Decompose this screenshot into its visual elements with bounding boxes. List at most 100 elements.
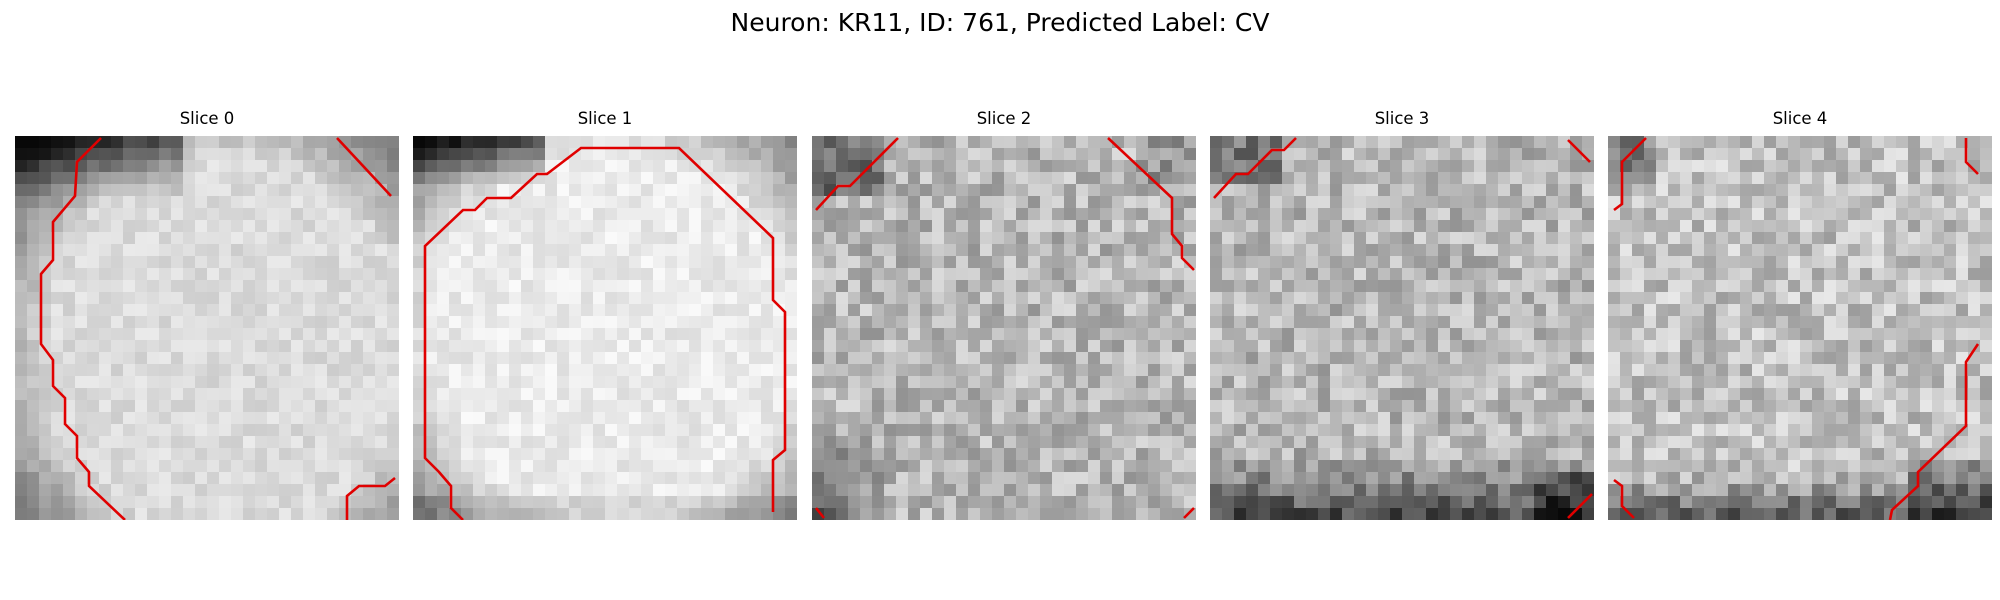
pixel-cell bbox=[785, 412, 797, 424]
pixel-cell bbox=[147, 304, 159, 316]
pixel-cell bbox=[713, 148, 725, 160]
pixel-cell bbox=[629, 364, 641, 376]
pixel-cell bbox=[1246, 268, 1258, 280]
pixel-cell bbox=[1378, 172, 1390, 184]
pixel-cell bbox=[1608, 268, 1620, 280]
pixel-cell bbox=[944, 400, 956, 412]
pixel-cell bbox=[1100, 508, 1112, 520]
pixel-cell bbox=[1246, 472, 1258, 484]
pixel-cell bbox=[1908, 208, 1920, 220]
pixel-cell bbox=[99, 376, 111, 388]
pixel-cell bbox=[944, 496, 956, 508]
pixel-cell bbox=[243, 376, 255, 388]
pixel-cell bbox=[1668, 220, 1680, 232]
pixel-cell bbox=[1920, 448, 1932, 460]
pixel-cell bbox=[135, 412, 147, 424]
pixel-cell bbox=[497, 364, 509, 376]
pixel-cell bbox=[812, 424, 824, 436]
pixel-cell bbox=[533, 136, 545, 148]
pixel-cell bbox=[303, 508, 315, 520]
pixel-cell bbox=[617, 472, 629, 484]
pixel-cell bbox=[413, 436, 425, 448]
pixel-cell bbox=[1608, 412, 1620, 424]
pixel-cell bbox=[1522, 484, 1534, 496]
pixel-cell bbox=[1474, 472, 1486, 484]
pixel-cell bbox=[267, 472, 279, 484]
pixel-cell bbox=[593, 352, 605, 364]
pixel-cell bbox=[1860, 256, 1872, 268]
pixel-cell bbox=[1752, 268, 1764, 280]
pixel-cell bbox=[1148, 436, 1160, 448]
pixel-cell bbox=[63, 328, 75, 340]
pixel-cell bbox=[461, 316, 473, 328]
pixel-cell bbox=[111, 304, 123, 316]
pixel-cell bbox=[1462, 304, 1474, 316]
pixel-cell bbox=[1414, 244, 1426, 256]
pixel-cell bbox=[677, 460, 689, 472]
pixel-cell bbox=[1932, 352, 1944, 364]
pixel-cell bbox=[1860, 304, 1872, 316]
pixel-cell bbox=[339, 184, 351, 196]
pixel-cell bbox=[1100, 424, 1112, 436]
pixel-cell bbox=[1716, 292, 1728, 304]
pixel-cell bbox=[1306, 256, 1318, 268]
pixel-cell bbox=[812, 172, 824, 184]
pixel-cell bbox=[569, 316, 581, 328]
pixel-cell bbox=[1004, 352, 1016, 364]
contour-line bbox=[39, 137, 126, 520]
pixel-cell bbox=[713, 424, 725, 436]
pixel-cell bbox=[1270, 352, 1282, 364]
pixel-cell bbox=[1522, 292, 1534, 304]
pixel-cell bbox=[713, 136, 725, 148]
pixel-cell bbox=[1414, 436, 1426, 448]
pixel-cell bbox=[761, 160, 773, 172]
pixel-cell bbox=[1076, 304, 1088, 316]
pixel-cell bbox=[1414, 448, 1426, 460]
pixel-cell bbox=[1558, 328, 1570, 340]
pixel-cell bbox=[1172, 208, 1184, 220]
pixel-cell bbox=[99, 484, 111, 496]
pixel-cell bbox=[533, 208, 545, 220]
pixel-cell bbox=[836, 172, 848, 184]
pixel-cell bbox=[824, 472, 836, 484]
pixel-cell bbox=[896, 148, 908, 160]
pixel-cell bbox=[1414, 460, 1426, 472]
pixel-cell bbox=[1656, 340, 1668, 352]
pixel-cell bbox=[1558, 160, 1570, 172]
pixel-cell bbox=[485, 460, 497, 472]
pixel-cell bbox=[461, 220, 473, 232]
pixel-cell bbox=[761, 184, 773, 196]
pixel-cell bbox=[1884, 280, 1896, 292]
pixel-cell bbox=[1390, 424, 1402, 436]
pixel-cell bbox=[75, 352, 87, 364]
pixel-cell bbox=[545, 400, 557, 412]
pixel-cell bbox=[1764, 292, 1776, 304]
pixel-cell bbox=[1016, 160, 1028, 172]
pixel-cell bbox=[713, 496, 725, 508]
pixel-cell bbox=[773, 328, 785, 340]
pixel-cell bbox=[773, 424, 785, 436]
pixel-cell bbox=[159, 244, 171, 256]
pixel-cell bbox=[860, 220, 872, 232]
pixel-cell bbox=[1222, 220, 1234, 232]
pixel-cell bbox=[1968, 208, 1980, 220]
pixel-cell bbox=[1752, 436, 1764, 448]
pixel-cell bbox=[737, 340, 749, 352]
pixel-cell bbox=[824, 364, 836, 376]
pixel-cell bbox=[1716, 280, 1728, 292]
pixel-cell bbox=[51, 424, 63, 436]
pixel-cell bbox=[1124, 352, 1136, 364]
pixel-cell bbox=[1644, 148, 1656, 160]
pixel-cell bbox=[968, 136, 980, 148]
pixel-cell bbox=[1620, 304, 1632, 316]
pixel-cell bbox=[27, 208, 39, 220]
pixel-cell bbox=[1522, 172, 1534, 184]
pixel-cell bbox=[135, 292, 147, 304]
pixel-cell bbox=[1776, 340, 1788, 352]
pixel-cell bbox=[255, 232, 267, 244]
pixel-cell bbox=[812, 412, 824, 424]
pixel-cell bbox=[159, 508, 171, 520]
pixel-cell bbox=[1148, 364, 1160, 376]
pixel-cell bbox=[1764, 148, 1776, 160]
pixel-cell bbox=[1498, 136, 1510, 148]
